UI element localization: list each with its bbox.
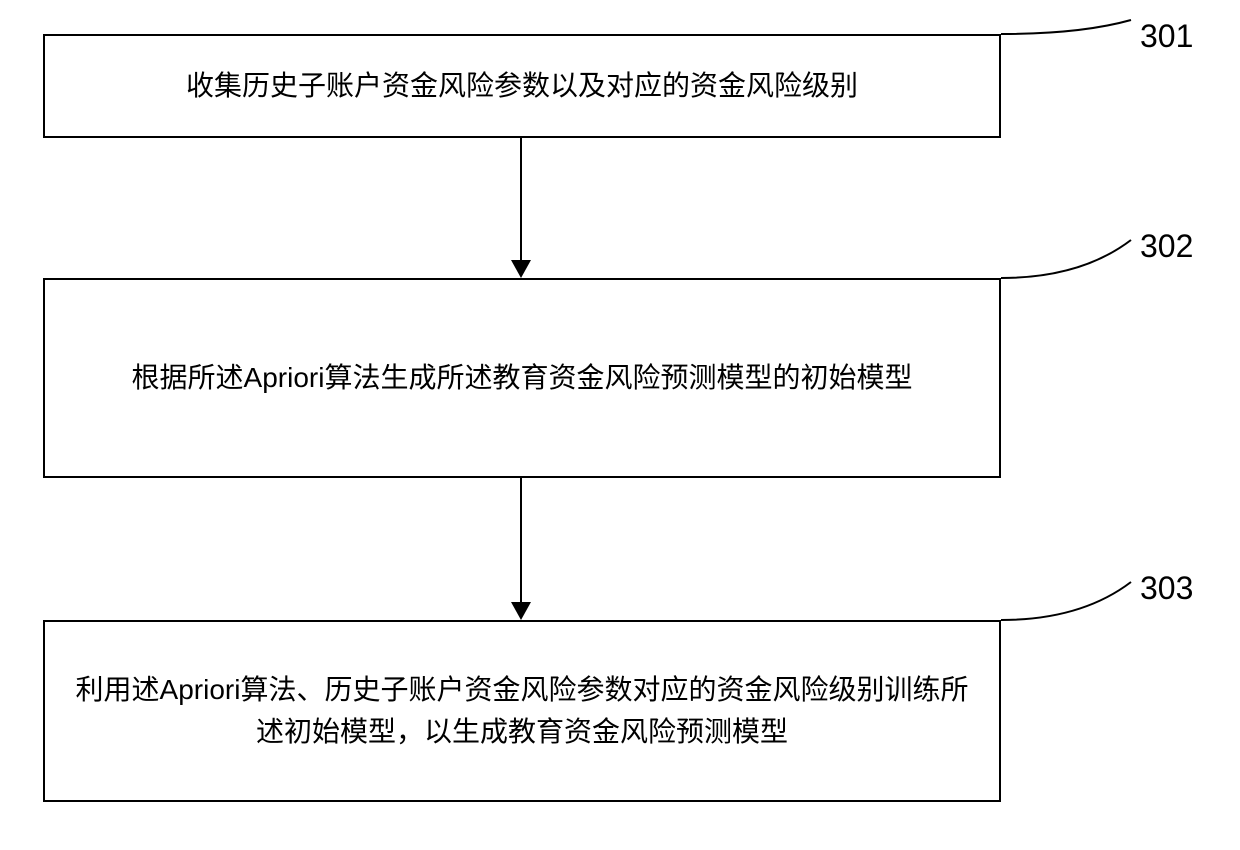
box-text-302: 根据所述Apriori算法生成所述教育资金风险预测模型的初始模型 — [132, 357, 913, 399]
box-text-301: 收集历史子账户资金风险参数以及对应的资金风险级别 — [186, 65, 858, 107]
flowchart-box-302: 根据所述Apriori算法生成所述教育资金风险预测模型的初始模型 — [43, 278, 1001, 478]
label-303: 303 — [1140, 570, 1193, 607]
label-301: 301 — [1140, 18, 1193, 55]
box-text-303: 利用述Apriori算法、历史子账户资金风险参数对应的资金风险级别训练所述初始模… — [69, 669, 975, 753]
flowchart-container: 收集历史子账户资金风险参数以及对应的资金风险级别 301 根据所述Apriori… — [0, 0, 1240, 850]
arrow-head-1-2 — [511, 260, 531, 278]
arrow-2-3 — [520, 478, 522, 602]
flowchart-box-301: 收集历史子账户资金风险参数以及对应的资金风险级别 — [43, 34, 1001, 138]
arrow-1-2 — [520, 138, 522, 260]
arrow-head-2-3 — [511, 602, 531, 620]
connector-303 — [1001, 570, 1141, 630]
connector-302 — [1001, 228, 1141, 288]
label-302: 302 — [1140, 228, 1193, 265]
connector-301 — [1001, 18, 1141, 58]
flowchart-box-303: 利用述Apriori算法、历史子账户资金风险参数对应的资金风险级别训练所述初始模… — [43, 620, 1001, 802]
